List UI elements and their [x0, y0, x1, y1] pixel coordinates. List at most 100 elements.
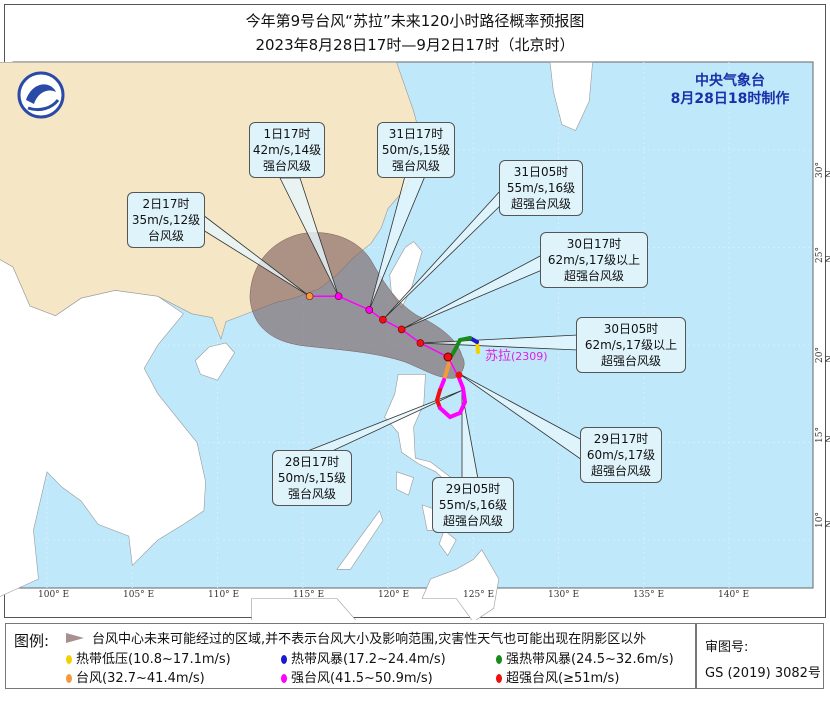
callout-grade: 强台风级 — [287, 487, 336, 501]
callout-time: 29日17时 — [593, 432, 649, 446]
legend-item: 强热带风暴(24.5~32.6m/s) — [496, 648, 674, 667]
map-subtitle: 2023年8月28日17时—9月2日17时（北京时） — [255, 36, 575, 54]
observed-track-segment — [438, 376, 468, 420]
callout-grade: 超强台风级 — [600, 354, 661, 368]
legend-label: 热带风暴(17.2~24.4m/s) — [291, 652, 446, 667]
ty-dot-icon — [66, 674, 72, 683]
callout-grade: 强台风级 — [262, 159, 311, 173]
legend-label: 热带低压(10.8~17.1m/s) — [76, 652, 231, 667]
callout-29d17h: 29日17时 60m/s,17级 超强台风级 — [580, 427, 662, 483]
lon-tick: 110° E — [208, 590, 240, 600]
callout-30d17h: 30日17时 62m/s,17级以上 超强台风级 — [540, 232, 648, 288]
callout-leaders — [202, 175, 583, 480]
legend-title: 图例: — [14, 632, 50, 650]
map-canvas — [0, 61, 814, 620]
approval-box: 审图号: GS (2019) 3082号 — [696, 623, 824, 689]
forecast-point-marker — [397, 325, 406, 334]
sty-dot-icon — [281, 674, 287, 683]
legend-item: 热带风暴(17.2~24.4m/s) — [281, 648, 446, 667]
typhoon-track — [305, 292, 480, 420]
callout-wind: 50m/s,15级 — [277, 471, 347, 485]
callout-wind: 62m/s,17级以上 — [547, 253, 641, 267]
callout-time: 2日17时 — [142, 197, 190, 211]
legend-label: 台风(32.7~41.4m/s) — [76, 671, 205, 686]
issuer-name: 中央气象台 — [695, 73, 765, 89]
island — [336, 510, 384, 570]
callout-wind: 42m/s,14级 — [252, 143, 322, 157]
legend-cone-text: 台风中心未来可能经过的区域,并不表示台风大小及影响范围,灾害性天气也可能出现在阴… — [92, 632, 647, 647]
legend: 图例: 台风中心未来可能经过的区域,并不表示台风大小及影响范围,灾害性天气也可能… — [5, 623, 696, 689]
issuer-block: 中央气象台 8月28日18时制作 — [640, 72, 820, 108]
callout-time: 1日17时 — [263, 127, 311, 141]
lon-tick: 105° E — [123, 590, 155, 600]
callout-wind: 55m/s,16级 — [438, 498, 508, 512]
lon-tick: 100° E — [38, 590, 70, 600]
callout-2d17h: 2日17时 35m/s,12级 台风级 — [127, 192, 205, 248]
typhoon-code: (2309) — [511, 350, 548, 363]
map-title: 今年第9号台风“苏拉”未来120小时路径概率预报图 — [245, 12, 585, 30]
callout-time: 28日17时 — [284, 455, 340, 469]
forecast-point-marker — [305, 292, 314, 301]
legend-cone: 台风中心未来可能经过的区域,并不表示台风大小及影响范围,灾害性天气也可能出现在阴… — [66, 628, 646, 647]
lon-tick: 135° E — [633, 590, 665, 600]
typhoon-name: 苏拉 — [485, 349, 512, 364]
callout-28d17h: 28日17时 50m/s,15级 强台风级 — [272, 450, 352, 506]
lon-tick: 115° E — [293, 590, 325, 600]
callout-wind: 55m/s,16级 — [506, 181, 576, 195]
island — [438, 529, 457, 557]
callout-time: 30日17时 — [566, 237, 622, 251]
lat-tick: 15° N — [815, 427, 830, 443]
callout-wind: 60m/s,17级 — [586, 448, 656, 462]
observed-track-segment — [450, 336, 472, 357]
forecast-point-marker — [379, 315, 387, 324]
callout-31d17h: 31日17时 50m/s,15级 强台风级 — [377, 122, 455, 178]
callout-grade: 超强台风级 — [563, 269, 624, 283]
callout-wind: 62m/s,17级以上 — [584, 338, 678, 352]
callout-leader — [279, 177, 339, 297]
observed-track-segment — [442, 358, 452, 382]
callout-grade: 超强台风级 — [442, 514, 503, 528]
lon-tick: 140° E — [718, 590, 750, 600]
forecast-track-line — [309, 295, 460, 379]
typhoon-name-label: 苏拉(2309) — [485, 345, 548, 364]
td-dot-icon — [66, 655, 72, 664]
forecast-point-marker — [365, 306, 374, 314]
callout-time: 30日05时 — [603, 322, 659, 336]
callout-grade: 强台风级 — [391, 159, 440, 173]
island — [396, 471, 414, 496]
issue-time: 8月28日18时制作 — [670, 91, 790, 107]
callout-grade: 超强台风级 — [510, 197, 571, 211]
legend-label: 强热带风暴(24.5~32.6m/s) — [506, 652, 674, 667]
callout-time: 31日17时 — [388, 127, 444, 141]
ts-dot-icon — [281, 655, 287, 664]
sts-dot-icon — [496, 655, 502, 664]
lat-tick: 10° N — [815, 512, 830, 528]
lon-tick: 125° E — [463, 590, 495, 600]
callout-grade: 台风级 — [147, 229, 184, 243]
cma-logo — [17, 71, 65, 119]
lat-tick: 20° N — [815, 347, 830, 363]
probability-cone — [249, 232, 465, 379]
legend-item: 超强台风(≥51m/s) — [496, 667, 619, 686]
legend-label: 强台风(41.5~50.9m/s) — [291, 671, 433, 686]
callout-time: 29日05时 — [445, 482, 501, 496]
lon-tick: 130° E — [548, 590, 580, 600]
callout-31d05h: 31日05时 55m/s,16级 超强台风级 — [499, 160, 583, 216]
superty-dot-icon — [496, 674, 502, 683]
callout-29d05h: 29日05时 55m/s,16级 超强台风级 — [432, 477, 514, 533]
lat-tick: 30° N — [815, 162, 830, 178]
observed-track-segment — [434, 388, 442, 410]
callout-wind: 35m/s,12级 — [131, 213, 201, 227]
island — [549, 61, 593, 131]
current-position-marker — [443, 352, 453, 362]
callout-1d17h: 1日17时 42m/s,14级 强台风级 — [249, 122, 325, 178]
legend-item: 强台风(41.5~50.9m/s) — [281, 667, 433, 686]
forecast-point-marker — [416, 339, 425, 347]
island — [251, 598, 357, 620]
island — [421, 549, 500, 620]
island — [194, 342, 235, 381]
indochina-land — [0, 259, 206, 597]
lat-tick: 25° N — [815, 247, 830, 263]
legend-item: 台风(32.7~41.4m/s) — [66, 667, 205, 686]
